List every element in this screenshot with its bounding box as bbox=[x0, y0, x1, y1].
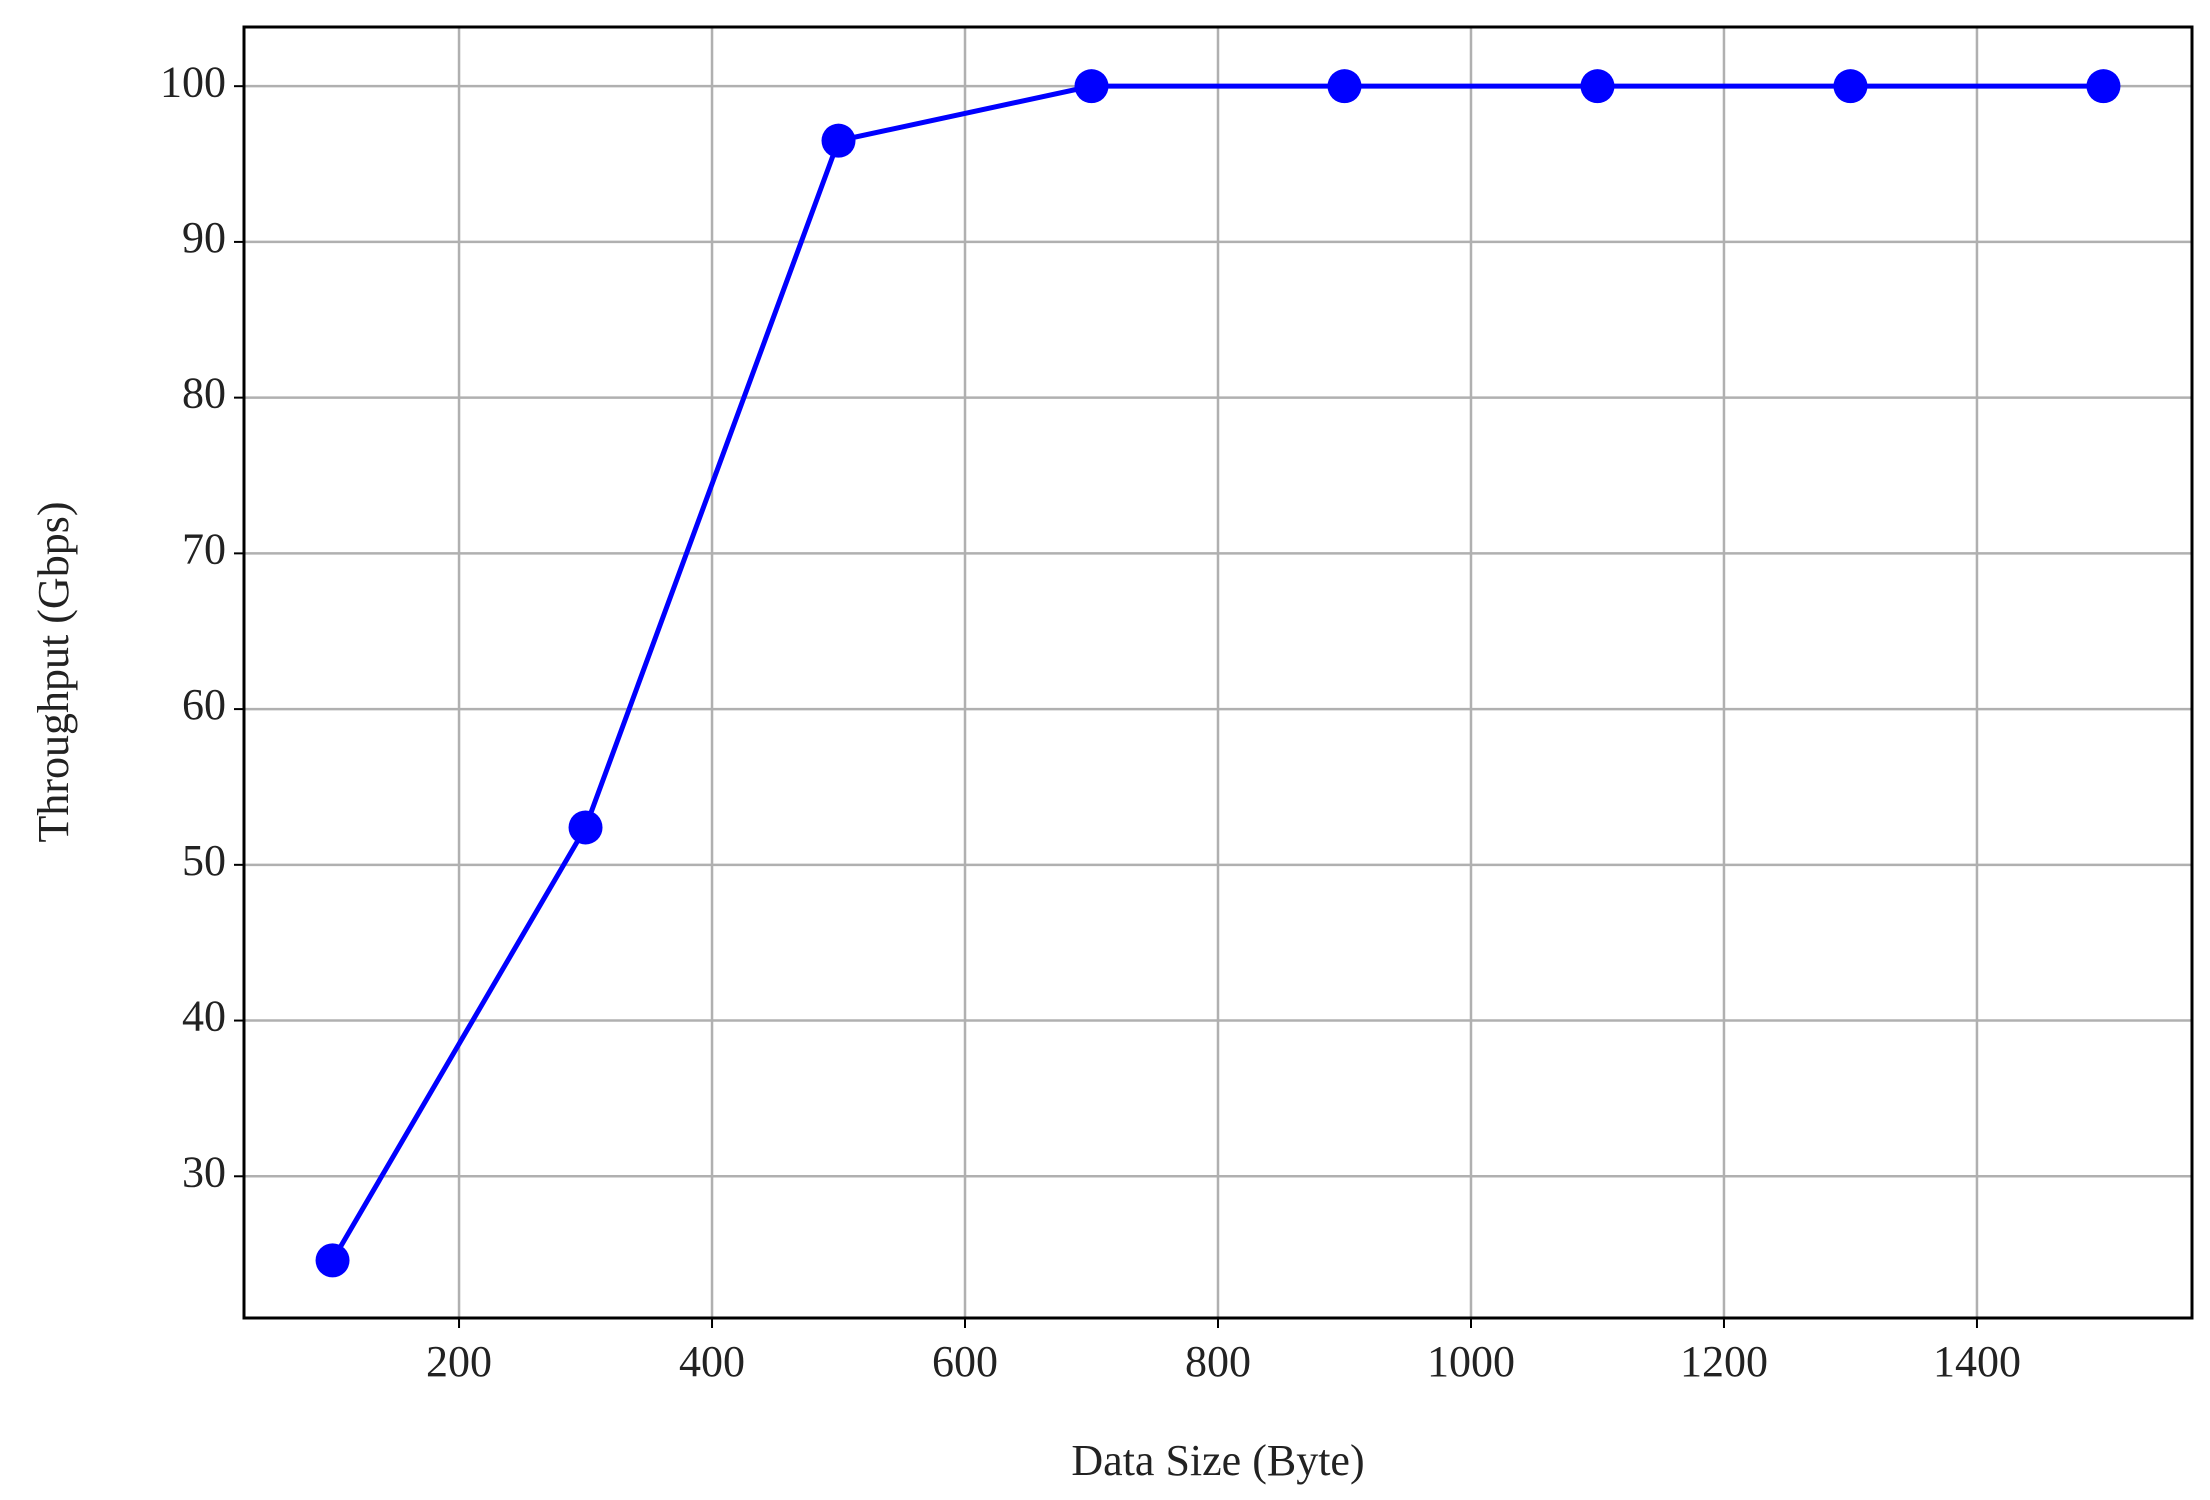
data-point bbox=[821, 123, 856, 158]
data-point bbox=[2086, 69, 2121, 104]
data-point bbox=[1833, 69, 1868, 104]
y-tick-label: 60 bbox=[182, 680, 226, 729]
y-tick-label: 90 bbox=[182, 213, 226, 262]
x-tick-label: 400 bbox=[679, 1337, 745, 1386]
y-tick-label: 40 bbox=[182, 992, 226, 1041]
y-tick-label: 80 bbox=[182, 369, 226, 418]
y-tick-label: 70 bbox=[182, 524, 226, 573]
data-line bbox=[330, 83, 2104, 1262]
x-tick-label: 200 bbox=[426, 1337, 492, 1386]
x-tick-label: 800 bbox=[1185, 1337, 1251, 1386]
data-point bbox=[568, 810, 603, 845]
y-axis-label: Throughput (Gbps) bbox=[29, 502, 78, 843]
x-tick-label: 600 bbox=[932, 1337, 998, 1386]
x-tick-label: 1400 bbox=[1933, 1337, 2021, 1386]
y-tick-label: 50 bbox=[182, 836, 226, 885]
y-tick-label: 100 bbox=[160, 57, 226, 106]
data-point bbox=[1327, 69, 1362, 104]
x-tick-label: 1200 bbox=[1680, 1337, 1768, 1386]
x-axis-label: Data Size (Byte) bbox=[1071, 1436, 1364, 1485]
data-point bbox=[315, 1243, 350, 1278]
data-point bbox=[1580, 69, 1615, 104]
y-tick-label: 30 bbox=[182, 1147, 226, 1196]
x-tick-label: 1000 bbox=[1427, 1337, 1515, 1386]
data-point bbox=[1074, 69, 1109, 104]
plot-frame bbox=[242, 25, 2194, 1320]
